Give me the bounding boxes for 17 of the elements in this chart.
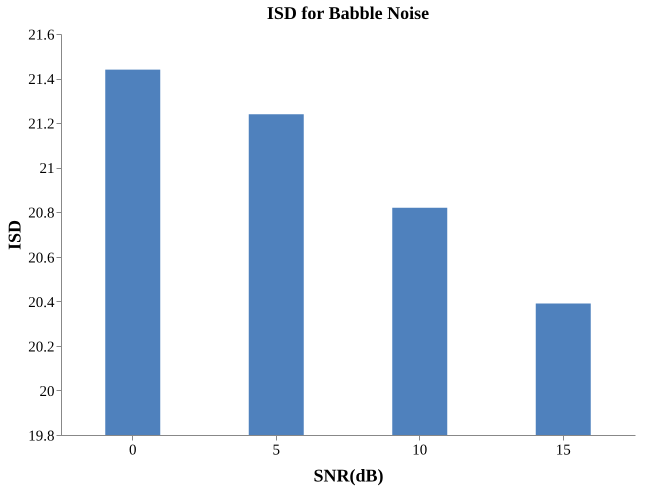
x-tick-label: 0 [129, 442, 136, 458]
x-tick-label: 15 [556, 442, 571, 458]
y-tick-label: 21.6 [28, 28, 55, 44]
y-tick-label: 20.4 [28, 294, 55, 311]
y-tick-label: 20.8 [28, 206, 54, 222]
y-tick-label: 20.2 [28, 339, 54, 356]
x-axis-title: SNR(dB) [313, 466, 384, 486]
y-tick-label: 21.2 [28, 116, 54, 133]
x-tick-label: 10 [412, 442, 428, 458]
y-axis-title: ISD [4, 220, 24, 250]
y-tick-label: 21 [40, 161, 54, 178]
y-tick-label: 19.8 [28, 428, 54, 444]
y-tick-label: 20 [40, 384, 54, 400]
y-tick-label: 20.6 [28, 250, 55, 266]
chart-title: ISD for Babble Noise [266, 3, 430, 23]
y-tick-label: 21.4 [28, 72, 55, 88]
x-tick-label: 5 [272, 442, 280, 458]
